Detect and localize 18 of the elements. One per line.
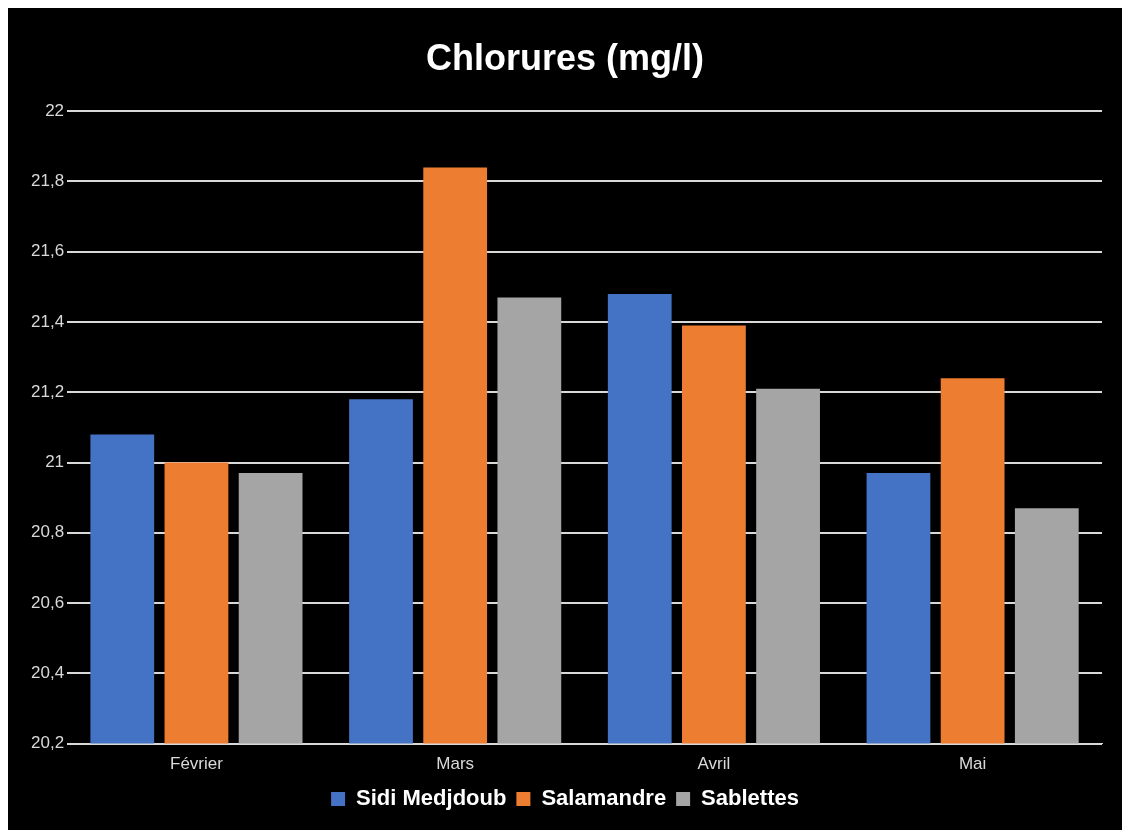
y-tick-label: 21,2 — [30, 381, 65, 401]
legend-label: Sidi Medjdoub — [356, 785, 507, 811]
x-tick-label: Avril — [697, 754, 731, 774]
chart-title: Chlorures (mg/l) — [425, 36, 705, 78]
y-tick-label: 20,4 — [30, 663, 65, 683]
x-tick-label: Février — [170, 754, 224, 774]
x-tick-label: Mai — [958, 754, 987, 774]
y-tick-label: 21,6 — [30, 241, 65, 261]
x-tick-label: Mars — [436, 754, 475, 774]
y-tick-label: 20,2 — [30, 733, 65, 753]
legend-label: Salamandre — [541, 785, 667, 811]
y-tick-label: 21 — [45, 452, 65, 472]
y-tick-label: 21,8 — [30, 171, 65, 191]
legend-label: Sablettes — [701, 785, 799, 811]
y-tick-label: 20,6 — [30, 592, 65, 612]
y-tick-label: 21,4 — [30, 311, 65, 331]
y-tick-label: 22 — [45, 100, 65, 120]
y-tick-label: 20,8 — [30, 522, 65, 542]
